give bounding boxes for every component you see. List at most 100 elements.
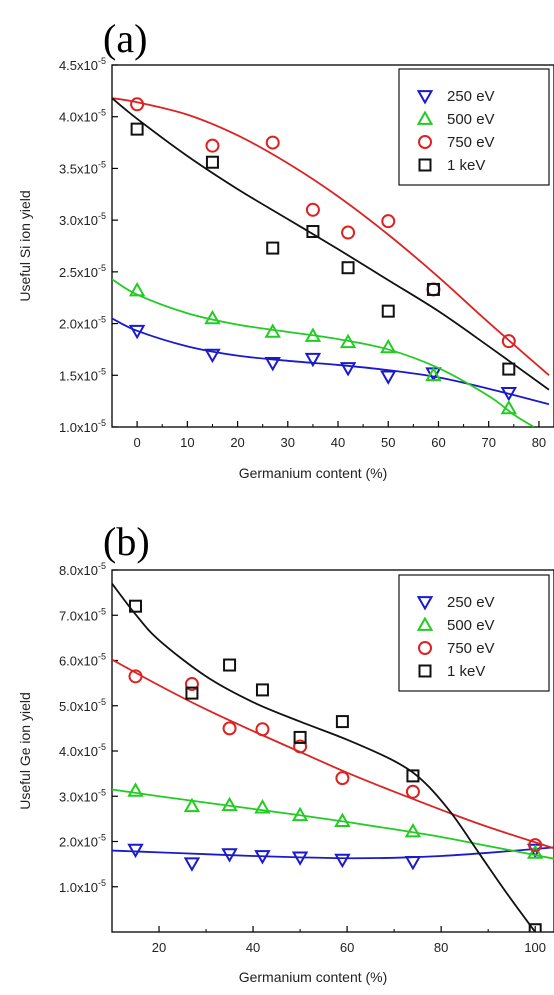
series-500-ev-point xyxy=(425,366,442,382)
series-250-ev-point xyxy=(291,851,309,866)
series-500-ev-point xyxy=(291,806,309,822)
series-250-ev-point xyxy=(304,352,322,368)
series-1-kev-point xyxy=(306,225,320,239)
series-250-ev-point xyxy=(264,356,281,372)
series-750-ev-point xyxy=(222,721,237,736)
panel-a: (a) 0 10 20 30 40 50 60 70 80 1.0x10-5 1.5x10-5 2.0x… xyxy=(17,16,554,481)
series-500-ev-point xyxy=(380,338,397,354)
series-750-ev-point xyxy=(528,838,543,853)
series-1-kev-point xyxy=(426,282,440,296)
series-500-ev-point xyxy=(404,823,422,838)
legend: 250 eV 500 eV 750 eV 1 keV xyxy=(398,68,550,186)
legend-label-250-ev: 250 eV xyxy=(447,594,495,611)
y-tick-label: 5.0x10-5 xyxy=(59,697,106,714)
series-1-kev-point xyxy=(528,923,542,932)
series-1-kev-point xyxy=(223,658,237,672)
series-1-kev-fit-line xyxy=(112,97,550,391)
legend-marker-500-ev xyxy=(416,616,434,631)
series-500-ev-point xyxy=(183,797,201,813)
y-axis-label: Useful Ge ion yield xyxy=(17,692,33,810)
series-750-ev-point xyxy=(128,669,143,684)
x-tick-label: 80 xyxy=(434,940,448,955)
series-1-kev-point xyxy=(381,304,395,318)
series-500-ev-point xyxy=(526,844,544,859)
y-tick-label: 3.0x10-5 xyxy=(59,787,106,804)
y-tick-label: 2.0x10-5 xyxy=(59,833,106,850)
x-tick-label: 50 xyxy=(381,435,395,450)
legend-label-500-ev: 500 eV xyxy=(447,111,495,128)
panel-letter: (a) xyxy=(103,16,147,61)
x-tick-label: 20 xyxy=(152,940,166,955)
series-500-ev-point xyxy=(334,812,351,828)
series-750-ev-point xyxy=(341,225,356,240)
panel-b: (b) 20 40 60 80 100 1.0x10-5 2.0x10-5 3.0x10-5 4.… xyxy=(17,519,554,985)
series-500-ev-fit-line xyxy=(112,278,535,427)
legend-box xyxy=(398,68,550,186)
series-1-kev-point xyxy=(129,599,143,613)
series-1-kev-point xyxy=(502,362,516,376)
series-250-ev-point xyxy=(339,362,357,377)
series-250-ev-fit-line xyxy=(112,846,554,860)
y-tick-label: 4.0x10-5 xyxy=(59,108,106,125)
series-1-kev-point xyxy=(266,241,280,255)
y-tick-label: 7.0x10-5 xyxy=(59,606,106,623)
series-500-ev-point xyxy=(204,309,221,325)
x-tick-label: 100 xyxy=(524,940,546,955)
series-1-kev-point xyxy=(293,730,307,744)
series-1-kev-fit-line xyxy=(112,583,536,932)
plot-frame xyxy=(111,64,554,428)
series-750-ev-point xyxy=(501,334,516,349)
x-tick-label: 20 xyxy=(230,435,244,450)
series-250-ev xyxy=(112,317,550,406)
series-750-ev-point xyxy=(293,739,308,754)
series-750-ev-point xyxy=(255,722,270,737)
legend-marker-1-kev xyxy=(418,158,432,172)
series-500-ev-point xyxy=(304,327,322,342)
series-1-kev xyxy=(112,583,542,932)
y-tick-label: 1.0x10-5 xyxy=(59,418,106,435)
y-tick-label: 4.5x10-5 xyxy=(59,56,106,73)
y-axis-label: Useful Si ion yield xyxy=(17,190,33,301)
series-750-ev-point xyxy=(381,214,396,229)
y-tick-label: 8.0x10-5 xyxy=(59,561,106,578)
legend-label-500-ev: 500 eV xyxy=(447,617,495,634)
series-500-ev xyxy=(112,278,535,427)
y-tick-label: 3.5x10-5 xyxy=(59,159,106,176)
y-tick-label: 1.0x10-5 xyxy=(59,878,106,895)
series-750-ev-point xyxy=(184,677,199,692)
series-500-ev-point xyxy=(254,799,271,814)
legend-label-750-ev: 750 eV xyxy=(447,134,495,151)
legend-label-1-kev: 1 keV xyxy=(447,157,485,174)
series-750-ev-point xyxy=(335,771,350,786)
series-500-ev-point xyxy=(339,333,357,349)
series-1-kev-point xyxy=(406,769,420,783)
series-1-kev-point xyxy=(130,122,144,136)
x-tick-label: 40 xyxy=(331,435,345,450)
series-750-ev-point xyxy=(305,202,320,217)
series-1-kev-point xyxy=(335,715,349,729)
series-750-ev-point xyxy=(405,784,420,799)
legend-marker-750-ev xyxy=(418,135,432,149)
series-750-ev xyxy=(112,97,550,376)
series-250-ev-point xyxy=(380,370,397,385)
y-tick-label: 3.0x10-5 xyxy=(59,211,106,228)
data-area xyxy=(112,97,550,427)
y-tick-label: 6.0x10-5 xyxy=(59,652,106,669)
series-500-ev-point xyxy=(264,323,281,338)
x-tick-label: 80 xyxy=(532,435,546,450)
series-1-kev xyxy=(112,97,550,391)
series-750-ev-point xyxy=(426,282,441,297)
legend-marker-750-ev xyxy=(418,641,432,655)
legend-marker-250-ev xyxy=(416,90,434,105)
legend-marker-1-kev xyxy=(418,664,432,678)
legend-label-750-ev: 750 eV xyxy=(447,640,495,657)
series-1-kev-point xyxy=(255,683,269,697)
legend-label-250-ev: 250 eV xyxy=(447,88,495,105)
y-tick-label: 2.5x10-5 xyxy=(59,263,106,280)
x-tick-label: 70 xyxy=(481,435,495,450)
x-tick-label: 30 xyxy=(281,435,295,450)
series-500-ev-point xyxy=(128,281,146,297)
x-axis-label: Germanium content (%) xyxy=(239,465,388,481)
series-250-ev-point xyxy=(334,853,351,869)
x-tick-label: 60 xyxy=(340,940,354,955)
